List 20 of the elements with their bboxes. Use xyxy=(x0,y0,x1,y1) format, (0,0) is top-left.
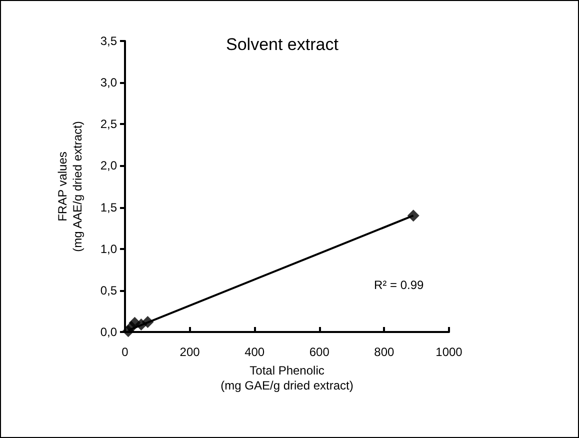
x-tick-label: 200 xyxy=(180,345,200,359)
y-tick-label: 0,0 xyxy=(100,325,118,339)
y-tick-label: 1,5 xyxy=(100,200,118,214)
point xyxy=(142,316,154,328)
x-tick-label: 0 xyxy=(122,345,129,359)
x-tick-label: 800 xyxy=(374,345,395,359)
y-tick-label: 0,5 xyxy=(100,283,118,298)
annotation: R² = 0.99 xyxy=(374,278,424,292)
y-tick-label: 2,5 xyxy=(100,117,118,132)
chart-title: Solvent extract xyxy=(226,35,339,54)
y-tick-label: 2,0 xyxy=(100,158,118,173)
x-axis-title: Total Phenolic (mg GAE/g dried extract) xyxy=(220,363,354,392)
y-tick-label: 3,5 xyxy=(100,34,118,48)
y-tick-label: 3,0 xyxy=(100,76,118,90)
x-tick-label: 1000 xyxy=(436,345,463,359)
point xyxy=(407,210,420,222)
x-tick-label: 600 xyxy=(309,345,330,359)
x-tick-label: 400 xyxy=(244,345,265,359)
y-tick-label: 1,0 xyxy=(100,242,118,256)
y-axis-title: FRAP values (mg AAE/g dried extract) xyxy=(56,121,84,252)
